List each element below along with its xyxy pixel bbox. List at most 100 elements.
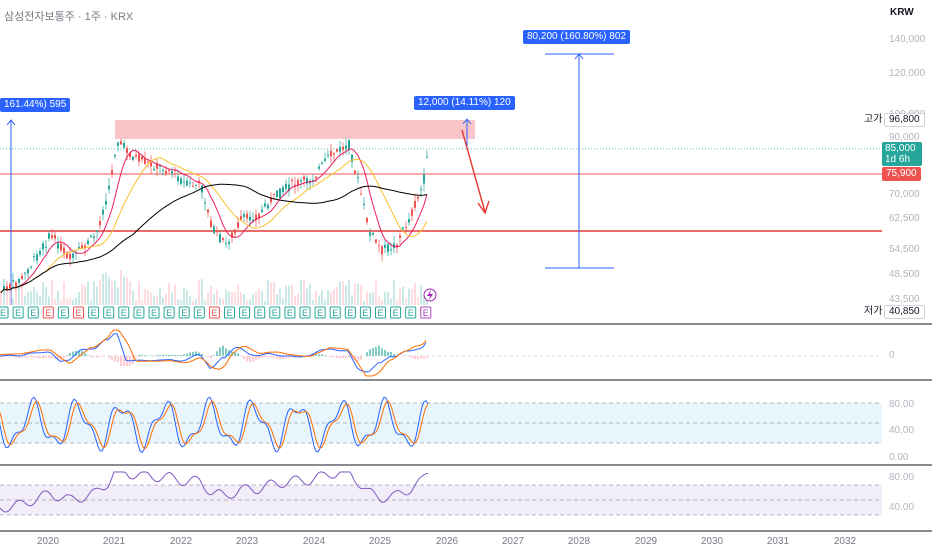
candle-body [3,285,5,291]
macd-histogram-bar [237,353,239,356]
candle-body [237,222,239,228]
earnings-marker-label: E [181,308,187,318]
volume-bar [270,282,272,305]
candle-body [51,235,53,239]
candle-body [144,158,146,165]
macd-histogram-bar [324,355,326,356]
earnings-marker-label: E [91,308,97,318]
macd-histogram-bar [24,356,26,358]
measure-label-middle[interactable]: 12,000 (14.11%) 120 [414,96,515,110]
candle-body [300,179,302,182]
time-axis-label: 2029 [635,536,658,547]
volume-bar [186,290,188,305]
macd-histogram-bar [285,356,287,359]
last-price-badge[interactable]: 85,000 1d 6h [882,142,922,166]
earnings-marker [254,306,266,319]
earnings-marker-label: E [136,308,142,318]
bar-countdown: 1d 6h [885,154,911,165]
volume-bar [237,284,239,305]
ma-mid-line [0,157,428,293]
volume-bar [144,289,146,305]
macd-histogram-bar [411,356,413,359]
candle-body [126,148,128,154]
currency-label[interactable]: KRW [890,7,914,18]
volume-bar [141,300,143,305]
candle-body [357,177,359,179]
volume-bar [309,284,311,305]
symbol-title[interactable]: 삼성전자보통주 · 1주 · KRX [4,11,134,23]
volume-bar [171,292,173,305]
candle-body [333,153,335,155]
volume-bar [318,295,320,305]
earnings-marker-label: E [332,308,338,318]
macd-histogram-bar [15,356,17,358]
candle-body [414,200,416,208]
candle-body [60,243,62,251]
macd-histogram-bar [270,356,272,358]
candle-body [375,239,377,243]
volume-bar [336,286,338,305]
volume-bar [180,299,182,305]
volume-bar [330,292,332,305]
macd-line [0,333,427,373]
volume-bar [150,292,152,305]
candle-body [267,204,269,209]
candle-body [180,178,182,184]
time-axis-label: 2027 [502,536,525,547]
candle-body [372,232,374,235]
measure-label-right[interactable]: 80,200 (160.80%) 802 [523,30,630,44]
macd-histogram-bar [222,345,224,356]
volume-bar [162,298,164,305]
candle-body [63,247,65,254]
candle-body [66,252,68,259]
volume-bar [387,291,389,305]
candle-body [21,275,23,279]
volume-bar [267,280,269,305]
candle-body [222,238,224,240]
volume-bar [384,291,386,305]
volume-bar [399,288,401,305]
candle-body [342,146,344,150]
candle-body [90,235,92,237]
volume-bar [240,292,242,305]
volume-bar [138,281,140,305]
stoch-d-line [0,400,429,449]
candle-body [12,280,14,282]
earnings-marker-label: E [15,308,21,318]
macd-histogram-bar [261,356,263,358]
earnings-marker [405,306,417,319]
candle-body [390,249,392,251]
macd-histogram-bar [282,356,284,360]
macd-histogram-bar [93,356,95,358]
macd-histogram-bar [357,356,359,362]
earnings-marker-label: E [257,308,263,318]
earnings-marker [12,306,24,319]
candle-body [330,150,332,157]
candle-body [366,218,368,223]
macd-histogram-bar [33,356,35,358]
candle-body [39,251,41,255]
macd-histogram-bar [426,356,428,359]
volume-bar [54,299,56,305]
macd-histogram-bar [144,355,146,356]
volume-bar [57,290,59,305]
macd-histogram-bar [114,356,116,362]
candle-body [351,154,353,162]
earnings-marker-label: E [317,308,323,318]
volume-bar [414,282,416,305]
measure-label-left[interactable]: 161.44%) 595 [0,98,71,112]
volume-bar [87,281,89,305]
macd-histogram-bar [390,352,392,356]
macd-histogram-bar [72,351,74,356]
macd-histogram-bar [18,356,20,359]
volume-bar [132,290,134,305]
candle-body [243,214,245,218]
level-price-badge[interactable]: 75,900 [882,167,921,181]
volume-bar [36,291,38,305]
measure-left-arrow [6,119,16,126]
candle-body [9,283,11,289]
macd-histogram-bar [360,356,362,360]
volume-bar [177,299,179,305]
volume-bar [372,292,374,305]
